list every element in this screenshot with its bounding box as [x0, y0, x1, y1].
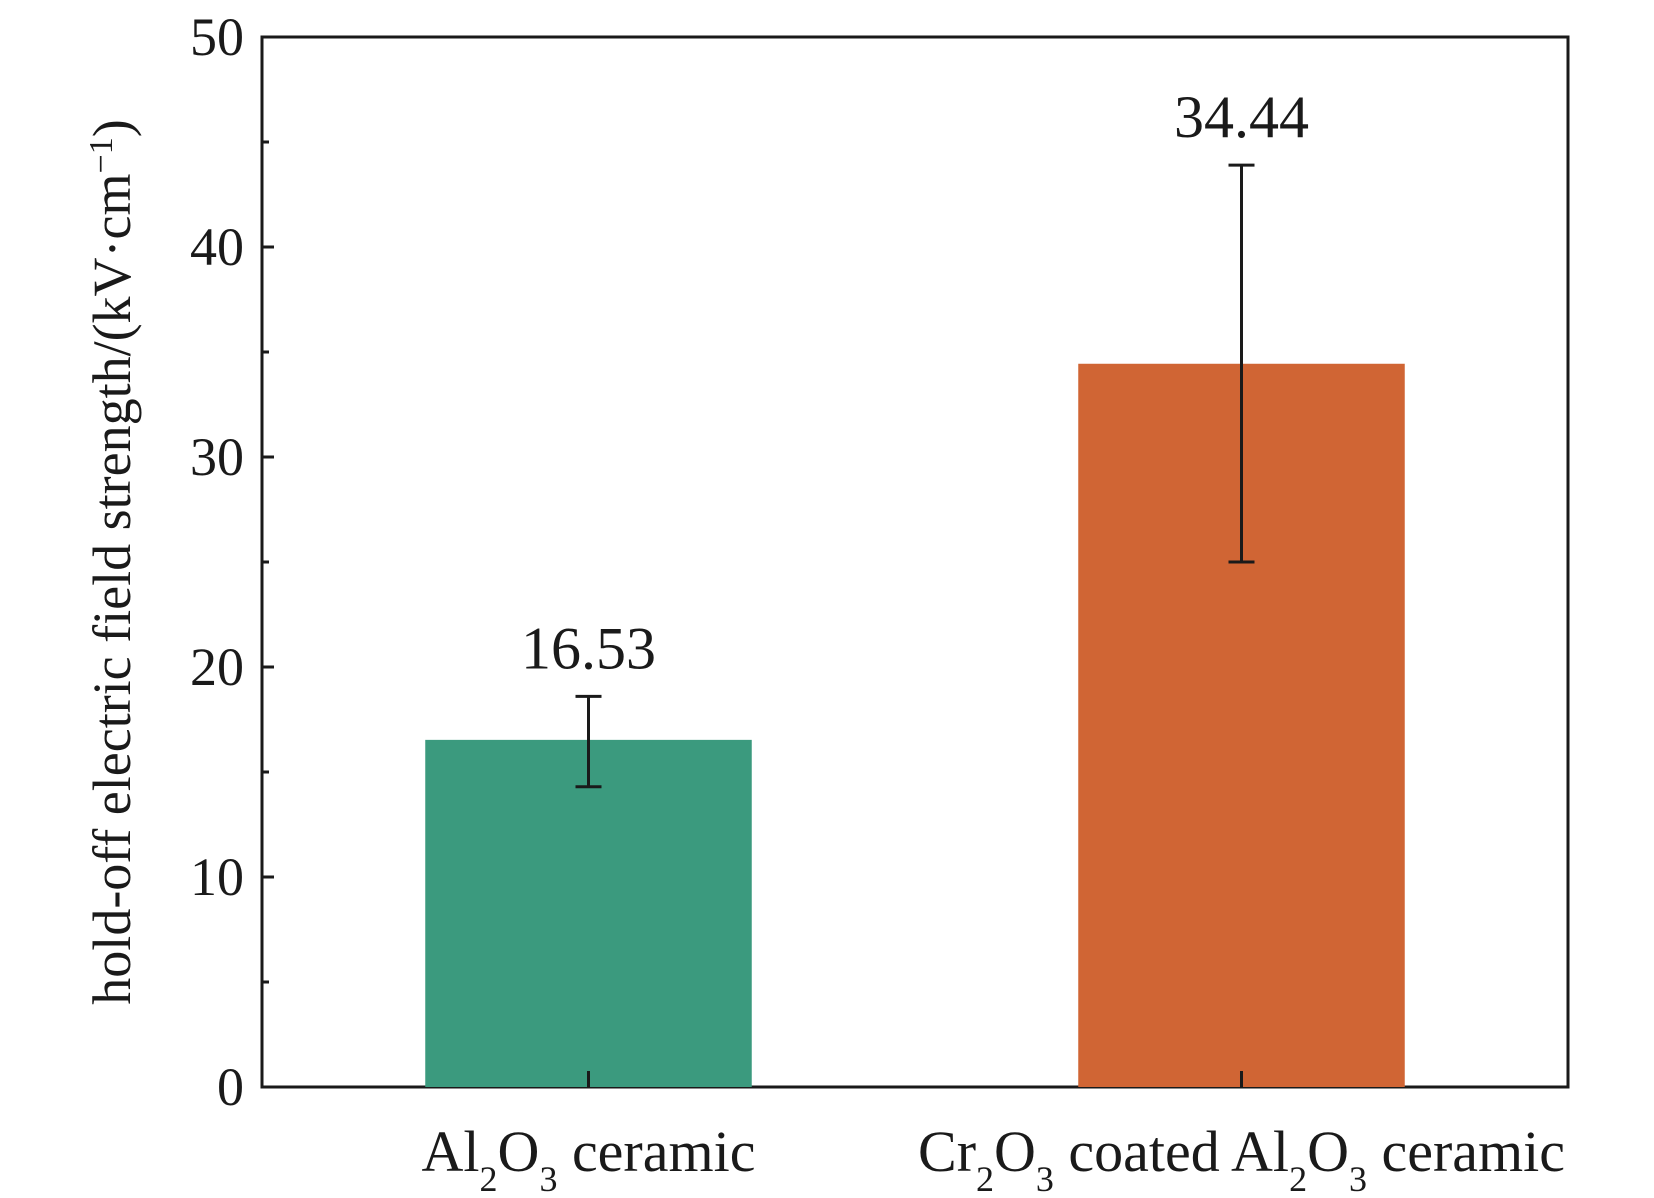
y-axis-label-main: hold-off electric field strength/(kV·cm: [82, 173, 142, 1004]
y-axis-label: hold-off electric field strength/(kV·cm−…: [82, 119, 142, 1004]
y-axis-label-sup: −1: [83, 137, 120, 173]
y-tick-label: 40: [190, 217, 244, 277]
y-tick-label: 0: [217, 1057, 244, 1117]
y-tick-label: 20: [190, 637, 244, 697]
y-axis-label-tail: ): [82, 119, 142, 137]
y-tick-label: 30: [190, 427, 244, 487]
bars-group: 16.53 34.44: [425, 84, 1405, 1087]
y-tick-label: 50: [190, 7, 244, 67]
y-tick-label: 10: [190, 847, 244, 907]
y-axis: 0 10 20 30 40 50: [190, 7, 274, 1117]
data-label: 16.53: [521, 615, 656, 681]
x-axis: Al2O3 ceramic Cr2O3 coated Al2O3 ceramic: [422, 1071, 1565, 1198]
data-label: 34.44: [1174, 84, 1309, 150]
x-tick-label: Al2O3 ceramic: [422, 1119, 756, 1198]
bar: [425, 739, 752, 1087]
x-tick-label: Cr2O3 coated Al2O3 ceramic: [918, 1119, 1565, 1198]
